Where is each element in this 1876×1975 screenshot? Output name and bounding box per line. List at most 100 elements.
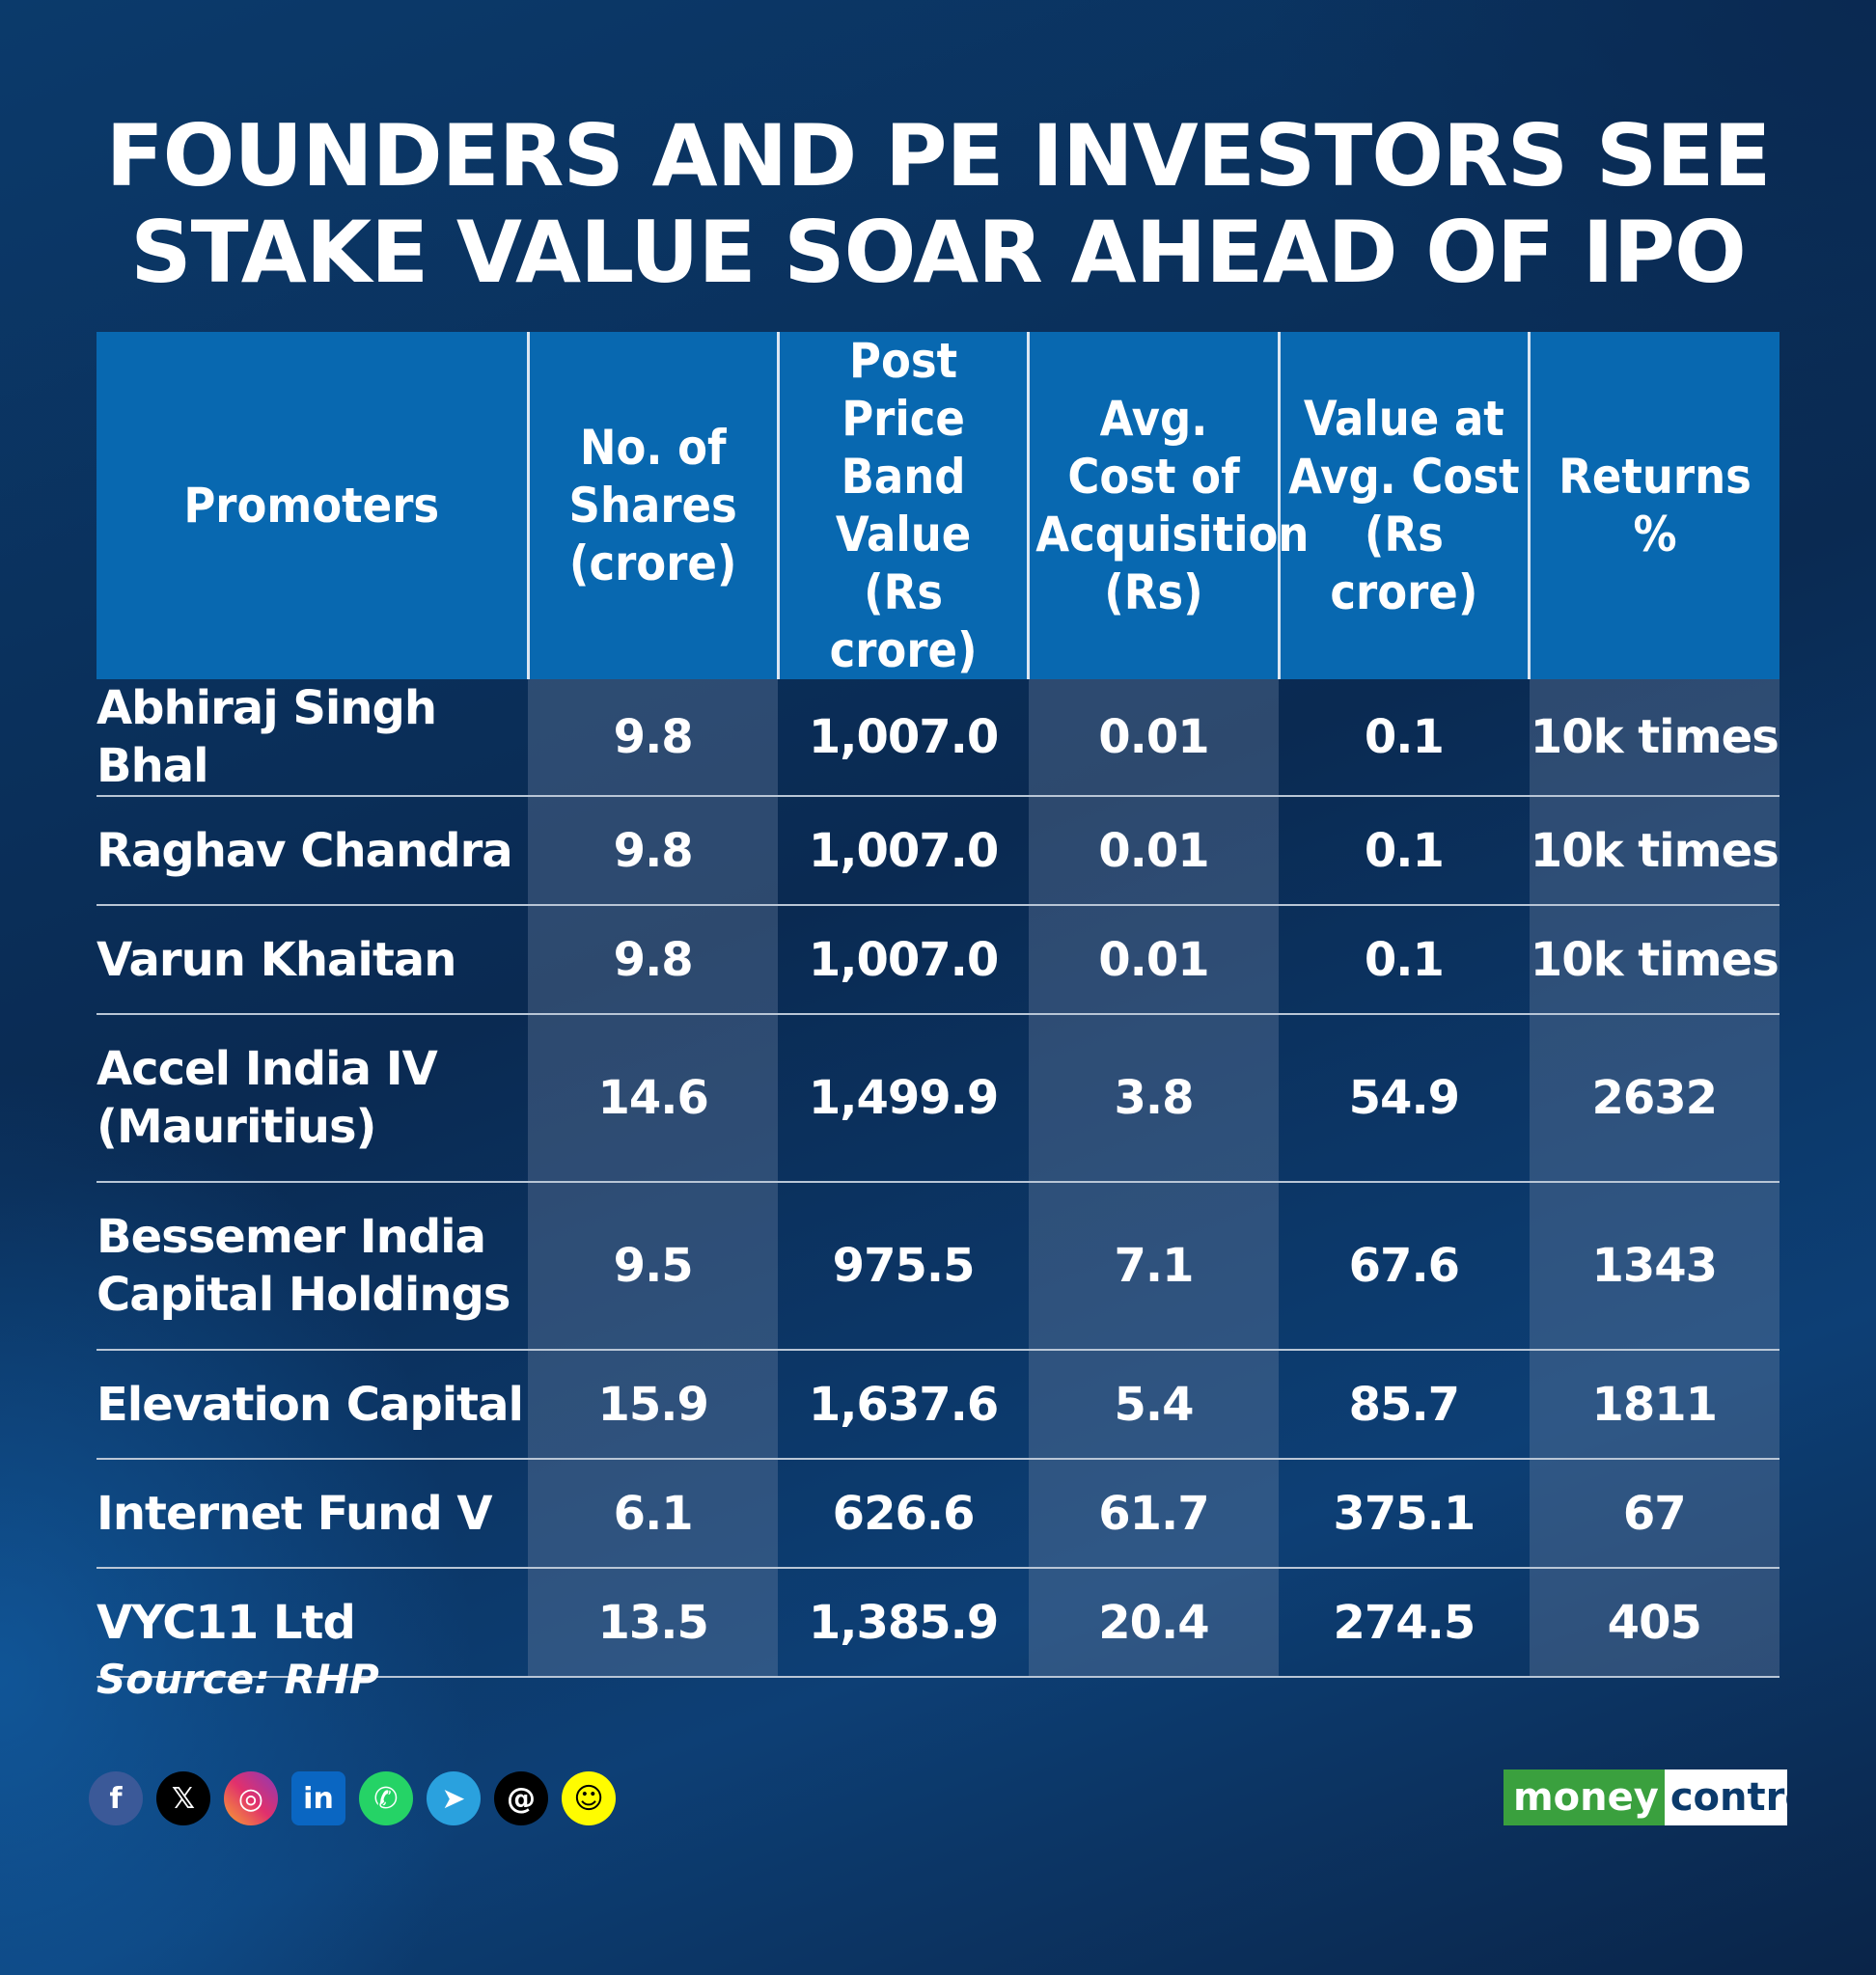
table-cell: 0.01 (1028, 679, 1280, 797)
table-cell: 54.9 (1279, 1014, 1530, 1183)
table-cell: 15.9 (528, 1350, 779, 1460)
column-header-0: Promoters (97, 332, 528, 679)
table-cell: 1,385.9 (778, 1568, 1029, 1678)
table-cell: 405 (1529, 1568, 1779, 1678)
row-label: Elevation Capital (97, 1350, 528, 1460)
table-cell: 85.7 (1279, 1350, 1530, 1460)
row-label-line: Bessemer India (97, 1210, 486, 1264)
table-body: Abhiraj Singh Bhal 9.8 1,007.0 0.01 0.1 10k t… (97, 679, 1779, 1678)
column-header-4: Value at Avg. Cost (Rs crore) (1277, 332, 1530, 679)
title-line-1: FOUNDERS AND PE INVESTORS SEE (105, 106, 1772, 206)
table-cell: 13.5 (528, 1568, 779, 1678)
table-row: Bessemer India Capital Holdings 9.5 975.5 7.… (97, 1182, 1779, 1351)
row-label-line: Abhiraj Singh Bhal (97, 681, 437, 793)
row-label-line: Elevation Capital (97, 1377, 524, 1432)
x-icon[interactable]: 𝕏 (156, 1771, 210, 1825)
column-header-line: Value at (1303, 391, 1504, 447)
table-cell: 0.1 (1279, 679, 1530, 797)
table-row: Raghav Chandra 9.8 1,007.0 0.01 0.1 10k times (97, 796, 1779, 906)
column-header-1: No. of Shares (crore) (526, 332, 779, 679)
table-cell: 1,499.9 (778, 1014, 1029, 1183)
logo-part-control: control (1664, 1769, 1787, 1825)
table-cell: 14.6 (528, 1014, 779, 1183)
logo-part-money: money (1504, 1769, 1665, 1825)
table-cell: 375.1 (1279, 1459, 1530, 1569)
row-label-line: Raghav Chandra (97, 823, 513, 878)
table-cell: 10k times (1529, 796, 1779, 906)
table-cell: 1,637.6 (778, 1350, 1029, 1460)
table-row: Internet Fund V 6.1 626.6 61.7 375.1 67 (97, 1459, 1779, 1569)
row-label: Abhiraj Singh Bhal (97, 679, 528, 797)
table-cell: 0.1 (1279, 905, 1530, 1015)
table-cell: 1811 (1529, 1350, 1779, 1460)
table-cell: 3.8 (1028, 1014, 1280, 1183)
table-cell: 0.01 (1028, 905, 1280, 1015)
column-header-line: No. of (579, 420, 727, 476)
column-header-line: Avg. Cost (1288, 449, 1520, 505)
row-label-line: Varun Khaitan (97, 932, 456, 987)
table-cell: 67 (1529, 1459, 1779, 1569)
instagram-icon[interactable]: ◎ (224, 1771, 278, 1825)
row-label: VYC11 Ltd (97, 1568, 528, 1678)
column-header-5: Returns % (1528, 332, 1779, 679)
column-header-3: Avg. Cost of Acquisition (Rs) (1027, 332, 1309, 679)
telegram-icon[interactable]: ➤ (427, 1771, 481, 1825)
moneycontrol-logo: money control (1504, 1769, 1787, 1825)
column-header-line: (Rs crore) (1330, 507, 1478, 620)
table-cell: 5.4 (1028, 1350, 1280, 1460)
table-cell: 9.8 (528, 905, 779, 1015)
chart-title: FOUNDERS AND PE INVESTORS SEE STAKE VALU… (0, 108, 1876, 301)
table-cell: 1,007.0 (778, 905, 1029, 1015)
table-cell: 9.8 (528, 679, 779, 797)
row-label-line: VYC11 Ltd (97, 1595, 356, 1650)
table-cell: 6.1 (528, 1459, 779, 1569)
social-icons: f 𝕏 ◎ in ✆ ➤ @ ☺ (89, 1771, 616, 1825)
column-header-line: Returns % (1559, 449, 1752, 562)
table-cell: 10k times (1529, 905, 1779, 1015)
table-cell: 0.1 (1279, 796, 1530, 906)
row-label-line: Internet Fund V (97, 1486, 493, 1541)
row-label: Raghav Chandra (97, 796, 528, 906)
snapchat-icon[interactable]: ☺ (562, 1771, 616, 1825)
table-cell: 9.8 (528, 796, 779, 906)
column-header-line: Promoters (183, 478, 440, 534)
row-label: Varun Khaitan (97, 905, 528, 1015)
table-cell: 274.5 (1279, 1568, 1530, 1678)
column-header-line: Value (835, 507, 972, 562)
column-header-line: Post (849, 333, 958, 389)
table-row: Abhiraj Singh Bhal 9.8 1,007.0 0.01 0.1 10k t… (97, 679, 1779, 797)
facebook-icon[interactable]: f (89, 1771, 143, 1825)
table-cell: 61.7 (1028, 1459, 1280, 1569)
table-cell: 975.5 (778, 1182, 1029, 1351)
column-header-line: (Rs crore) (829, 564, 978, 678)
row-label: Accel India IV (Mauritius) (97, 1014, 528, 1183)
table-cell: 20.4 (1028, 1568, 1280, 1678)
row-label: Internet Fund V (97, 1459, 528, 1569)
table-cell: 2632 (1529, 1014, 1779, 1183)
column-header-line: Shares (568, 478, 737, 534)
table-cell: 9.5 (528, 1182, 779, 1351)
table-row: Elevation Capital 15.9 1,637.6 5.4 85.7 1811 (97, 1350, 1779, 1460)
table-cell: 1343 (1529, 1182, 1779, 1351)
column-header-line: Cost of (1067, 449, 1240, 505)
table-cell: 67.6 (1279, 1182, 1530, 1351)
threads-icon[interactable]: @ (494, 1771, 548, 1825)
table-header-row: Promoters No. of Shares (crore) Post Price Ba… (97, 332, 1779, 679)
whatsapp-icon[interactable]: ✆ (359, 1771, 413, 1825)
row-label-line: Accel India IV (97, 1042, 438, 1096)
title-line-2: STAKE VALUE SOAR AHEAD OF IPO (130, 203, 1747, 302)
row-label-line: (Mauritius) (97, 1100, 376, 1154)
table-cell: 0.01 (1028, 796, 1280, 906)
linkedin-icon[interactable]: in (291, 1771, 345, 1825)
table-row: VYC11 Ltd 13.5 1,385.9 20.4 274.5 405 (97, 1568, 1779, 1678)
source-note: Source: RHP (97, 1656, 379, 1703)
column-header-line: Price Band (841, 391, 966, 505)
table-cell: 1,007.0 (778, 679, 1029, 797)
column-header-2: Post Price Band Value (Rs crore) (776, 332, 1029, 679)
table-cell: 7.1 (1028, 1182, 1280, 1351)
column-header-line: (crore) (568, 535, 737, 591)
table-cell: 626.6 (778, 1459, 1029, 1569)
table-row: Accel India IV (Mauritius) 14.6 1,499.9 3.8 5… (97, 1014, 1779, 1183)
column-header-line: Avg. (1099, 391, 1208, 447)
data-table: Promoters No. of Shares (crore) Post Price Ba… (97, 332, 1779, 1678)
